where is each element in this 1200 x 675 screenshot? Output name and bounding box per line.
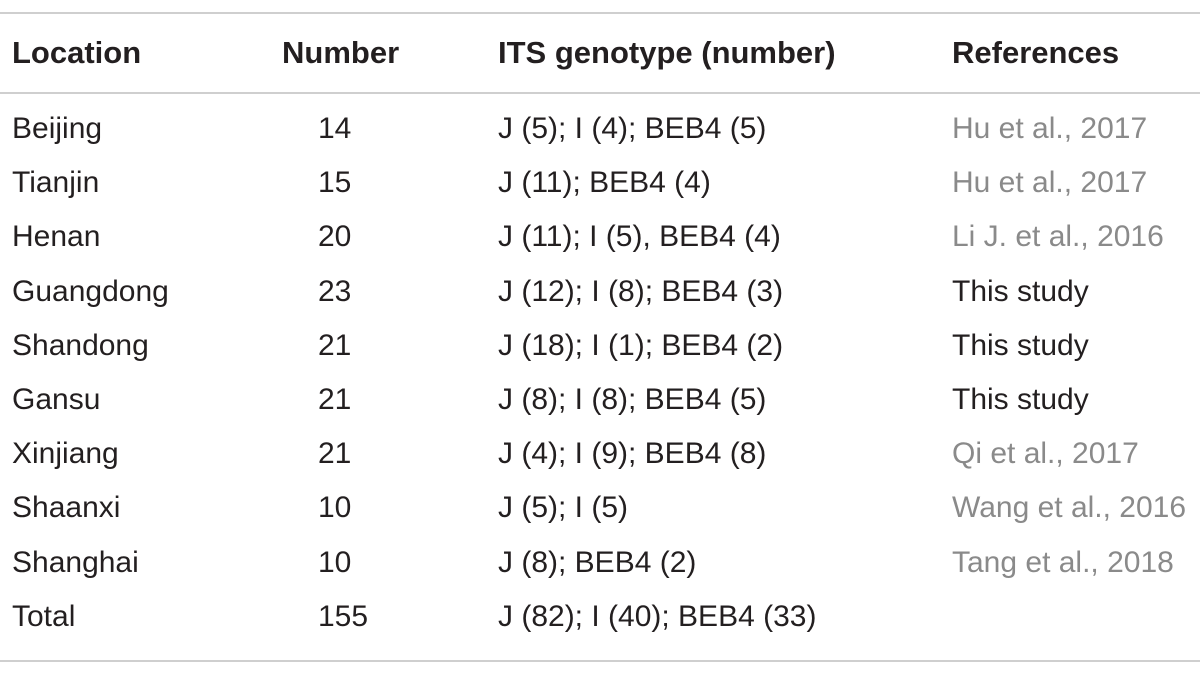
cell-location: Guangdong: [12, 274, 169, 308]
cell-its-genotype: J (8); BEB4 (2): [498, 545, 697, 579]
cell-its-genotype: J (11); I (5), BEB4 (4): [498, 220, 781, 254]
cell-number: 10: [318, 545, 352, 579]
table-row: Xinjiang 21 J (4); I (9); BEB4 (8) Qi et al…: [0, 427, 1200, 481]
cell-reference: This study: [952, 383, 1089, 417]
cell-location: Xinjiang: [12, 437, 119, 471]
table-header-rule: [0, 92, 1200, 94]
cell-its-genotype: J (5); I (4); BEB4 (5): [498, 112, 767, 146]
cell-its-genotype: J (18); I (1); BEB4 (2): [498, 328, 784, 362]
cell-reference[interactable]: Hu et al., 2017: [952, 112, 1148, 146]
table-row: Henan 20 J (11); I (5), BEB4 (4) Li J. et a…: [0, 210, 1200, 264]
table-row: Gansu 21 J (8); I (8); BEB4 (5) This study: [0, 373, 1200, 427]
table-row: Shanghai 10 J (8); BEB4 (2) Tang et al., 20…: [0, 536, 1200, 590]
table-body: Beijing 14 J (5); I (4); BEB4 (5) Hu et al.…: [0, 92, 1200, 644]
cell-number: 14: [318, 112, 352, 146]
table-bottom-rule: [0, 660, 1200, 662]
cell-number: 155: [318, 599, 369, 633]
cell-reference[interactable]: Qi et al., 2017: [952, 437, 1139, 471]
cell-reference[interactable]: Li J. et al., 2016: [952, 220, 1164, 254]
cell-location: Gansu: [12, 383, 101, 417]
header-references: References: [952, 35, 1120, 70]
table-row: Tianjin 15 J (11); BEB4 (4) Hu et al., 2017: [0, 156, 1200, 210]
cell-location: Beijing: [12, 112, 103, 146]
header-location: Location: [12, 35, 142, 70]
genotype-table: Location Number ITS genotype (number) Re…: [0, 14, 1200, 644]
cell-location: Shanghai: [12, 545, 139, 579]
cell-its-genotype: J (82); I (40); BEB4 (33): [498, 599, 817, 633]
cell-number: 21: [318, 328, 352, 362]
cell-location: Total: [12, 599, 76, 633]
cell-number: 10: [318, 491, 352, 525]
cell-its-genotype: J (8); I (8); BEB4 (5): [498, 383, 767, 417]
cell-number: 21: [318, 437, 352, 471]
header-row: Location Number ITS genotype (number) Re…: [0, 14, 1200, 92]
cell-number: 21: [318, 383, 352, 417]
header-its-genotype: ITS genotype (number): [498, 35, 836, 70]
table-row: Shaanxi 10 J (5); I (5) Wang et al., 2016: [0, 481, 1200, 535]
table-top-rule: [0, 12, 1200, 14]
header-number: Number: [282, 35, 400, 70]
cell-location: Tianjin: [12, 166, 100, 200]
table-row: Total 155 J (82); I (40); BEB4 (33): [0, 590, 1200, 644]
table-row: Shandong 21 J (18); I (1); BEB4 (2) This st…: [0, 319, 1200, 373]
cell-number: 23: [318, 274, 352, 308]
table-row: Guangdong 23 J (12); I (8); BEB4 (3) This s…: [0, 265, 1200, 319]
cell-number: 20: [318, 220, 352, 254]
cell-reference[interactable]: Tang et al., 2018: [952, 545, 1174, 579]
cell-reference: This study: [952, 328, 1089, 362]
cell-location: Henan: [12, 220, 101, 254]
table-header: Location Number ITS genotype (number) Re…: [0, 14, 1200, 92]
cell-its-genotype: J (5); I (5): [498, 491, 629, 525]
cell-location: Shaanxi: [12, 491, 121, 525]
cell-reference[interactable]: Wang et al., 2016: [952, 491, 1187, 525]
table-row: Beijing 14 J (5); I (4); BEB4 (5) Hu et al.…: [0, 92, 1200, 156]
cell-reference: [948, 590, 1200, 644]
cell-its-genotype: J (4); I (9); BEB4 (8): [498, 437, 767, 471]
cell-reference[interactable]: Hu et al., 2017: [952, 166, 1148, 200]
cell-number: 15: [318, 166, 352, 200]
cell-its-genotype: J (11); BEB4 (4): [498, 166, 711, 200]
cell-location: Shandong: [12, 328, 149, 362]
cell-its-genotype: J (12); I (8); BEB4 (3): [498, 274, 784, 308]
cell-reference: This study: [952, 274, 1089, 308]
